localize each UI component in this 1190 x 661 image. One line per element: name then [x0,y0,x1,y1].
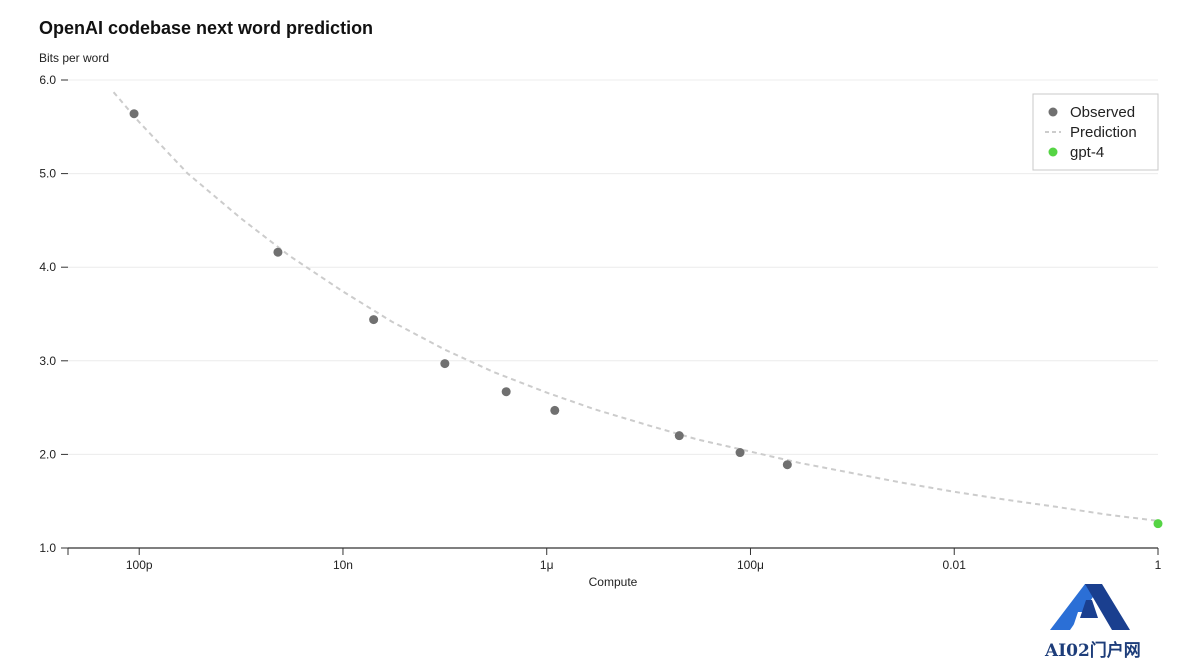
observed-point [129,109,139,119]
gpt4-point [1153,519,1163,529]
watermark-logo [1040,580,1140,652]
observed-point [782,460,792,470]
observed-point [369,315,379,325]
observed-point [674,431,684,441]
y-tick-label: 5.0 [39,167,56,181]
chart-title: OpenAI codebase next word prediction [39,18,374,38]
x-tick-label: 0.01 [943,558,967,572]
y-tick-label: 1.0 [39,541,56,555]
legend-label: Observed [1070,104,1135,121]
x-tick-label: 100p [126,558,153,572]
legend: Observed Prediction gpt-4 [1032,93,1159,171]
x-tick-label: 1μ [540,558,554,572]
watermark-text: AI02门户网 [1045,641,1141,661]
prediction-line-group [112,91,1159,522]
observed-point [440,359,450,369]
y-tick-label: 3.0 [39,354,56,368]
prediction-line [112,91,1159,522]
x-tick-label: 1 [1155,558,1162,572]
y-axis-label: Bits per word [39,51,110,65]
legend-label: Prediction [1070,124,1137,141]
y-tick-label: 6.0 [39,73,56,87]
legend-swatch-gpt4 [1048,147,1058,157]
x-axis: 100p 10n 1μ 100μ 0.01 1 [67,547,1162,572]
observed-point [273,247,283,257]
grid-lines [68,79,1158,455]
triangle-logo-icon [1050,584,1130,630]
y-tick-label: 4.0 [39,260,56,274]
data-points [129,109,1163,529]
observed-point [550,405,560,415]
observed-point [735,448,745,458]
y-tick-label: 2.0 [39,447,56,461]
y-axis: 1.0 2.0 3.0 4.0 5.0 6.0 [39,73,68,555]
legend-swatch-observed [1048,107,1058,117]
x-tick-label: 100μ [737,558,764,572]
legend-label: gpt-4 [1070,144,1104,161]
x-tick-label: 10n [333,558,353,572]
x-axis-label: Compute [589,575,638,589]
observed-point [501,387,511,397]
